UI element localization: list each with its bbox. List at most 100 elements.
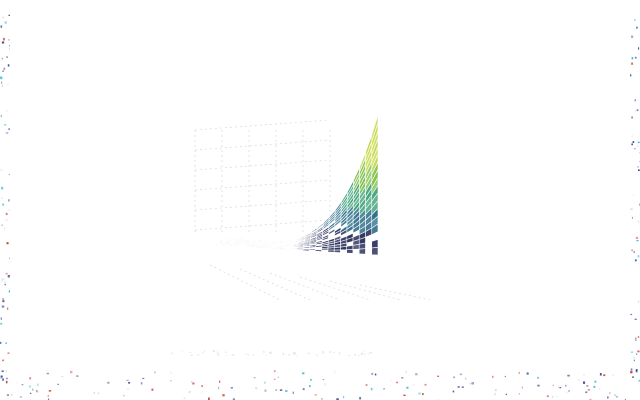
speckle <box>631 57 634 60</box>
speckle <box>4 283 6 286</box>
speckle <box>631 62 634 65</box>
speckle <box>1 278 3 281</box>
speckle <box>5 132 9 134</box>
speckle <box>357 355 360 356</box>
speckle <box>585 391 588 393</box>
speckle <box>322 351 324 354</box>
speckle <box>415 373 418 376</box>
speckle <box>370 352 372 354</box>
surface-patch <box>284 246 292 248</box>
speckle <box>365 384 368 386</box>
speckle <box>599 373 602 376</box>
speckle <box>201 385 203 387</box>
speckle <box>403 394 406 396</box>
speckle <box>19 396 22 398</box>
speckle <box>265 354 267 356</box>
speckle <box>188 391 191 394</box>
speckle <box>603 374 606 377</box>
speckle <box>609 392 611 394</box>
speckle <box>336 398 339 400</box>
speckle <box>47 398 50 400</box>
speckle <box>634 337 637 340</box>
speckle <box>568 390 570 393</box>
speckle <box>412 383 415 386</box>
speckle <box>1 197 3 199</box>
speckle <box>47 395 49 397</box>
surface-mesh <box>214 114 379 256</box>
surface-patch <box>302 248 310 251</box>
speckle <box>36 390 38 393</box>
speckle <box>634 19 636 21</box>
surface-patch <box>328 228 336 236</box>
speckle <box>632 376 634 378</box>
speckle <box>364 353 366 356</box>
speckle <box>314 394 317 396</box>
speckle <box>264 381 266 384</box>
speckle <box>70 370 73 374</box>
speckle <box>636 109 639 111</box>
speckle <box>216 351 219 354</box>
speckle <box>277 376 279 379</box>
speckle <box>1 41 5 44</box>
speckle <box>637 166 639 168</box>
right-border-speckle <box>630 19 640 378</box>
status-line <box>171 350 390 356</box>
speckle <box>190 380 193 383</box>
title-bar <box>0 0 640 12</box>
speckle <box>293 352 296 355</box>
speckle <box>140 382 143 385</box>
speckle <box>636 240 639 242</box>
speckle <box>354 354 356 356</box>
speckle <box>586 385 589 387</box>
speckle <box>518 371 520 374</box>
floor-grid-line <box>329 280 401 301</box>
speckle <box>288 354 291 356</box>
surface-patch <box>273 243 282 245</box>
speckle <box>633 250 635 254</box>
speckle <box>424 383 427 386</box>
surface-patch <box>275 240 283 243</box>
speckle <box>634 56 637 59</box>
speckle <box>457 386 460 388</box>
speckle <box>295 354 298 356</box>
speckle <box>154 371 156 374</box>
speckle <box>568 376 571 378</box>
speckle <box>2 70 4 72</box>
speckle <box>0 168 2 171</box>
speckle <box>263 351 265 353</box>
speckle <box>269 351 272 354</box>
speckle <box>279 389 283 391</box>
speckle <box>245 352 248 356</box>
surface-patch <box>263 240 271 242</box>
speckle <box>107 381 110 384</box>
surface-patch <box>261 242 270 245</box>
surface-patch <box>290 248 298 250</box>
speckle <box>46 372 49 375</box>
speckle <box>492 375 494 378</box>
surface-patch <box>248 243 257 246</box>
speckle <box>2 37 5 40</box>
speckle <box>452 390 455 393</box>
speckle <box>170 372 173 374</box>
speckle <box>637 255 640 258</box>
speckle <box>422 393 424 395</box>
speckle <box>252 354 255 356</box>
speckle <box>633 356 635 358</box>
speckle <box>264 389 267 392</box>
speckle <box>37 390 39 393</box>
speckle <box>29 385 31 388</box>
speckle <box>637 336 640 338</box>
speckle <box>285 390 288 392</box>
speckle <box>558 385 560 389</box>
surface-patch <box>271 246 280 248</box>
speckle <box>361 352 363 355</box>
speckle <box>2 298 5 300</box>
speckle <box>309 385 311 387</box>
speckle <box>230 387 233 389</box>
speckle <box>635 339 637 341</box>
surface-plot[interactable] <box>160 100 460 330</box>
speckle <box>192 382 195 385</box>
speckle <box>635 369 638 372</box>
speckle <box>5 218 8 221</box>
speckle <box>307 352 310 354</box>
